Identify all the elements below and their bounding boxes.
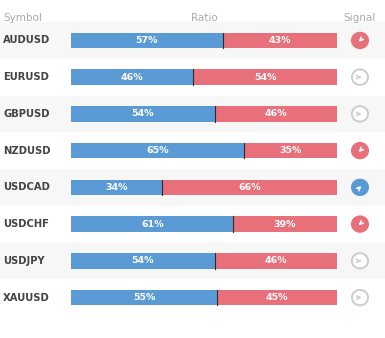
Text: 46%: 46% [264, 256, 287, 265]
Text: 54%: 54% [132, 110, 154, 118]
Text: USDCAD: USDCAD [3, 183, 50, 192]
Bar [71, 180, 162, 195]
Bar [0, 22, 385, 59]
Bar [223, 33, 337, 48]
Text: 57%: 57% [136, 36, 158, 45]
Bar [0, 59, 385, 96]
Text: AUDUSD: AUDUSD [3, 35, 50, 45]
Text: 55%: 55% [133, 293, 156, 302]
Text: 46%: 46% [121, 73, 144, 82]
Bar [0, 242, 385, 279]
Text: EURUSD: EURUSD [3, 72, 49, 82]
Circle shape [352, 216, 368, 232]
Bar [71, 106, 215, 122]
Text: 61%: 61% [141, 220, 164, 228]
Text: XAUUSD: XAUUSD [3, 293, 50, 303]
Circle shape [352, 33, 368, 48]
Text: GBPUSD: GBPUSD [3, 109, 50, 119]
Circle shape [352, 106, 368, 122]
Bar [215, 106, 337, 122]
Circle shape [352, 253, 368, 269]
Circle shape [352, 69, 368, 85]
Bar [0, 206, 385, 242]
Text: 39%: 39% [274, 220, 296, 228]
Bar [71, 253, 215, 269]
Bar [217, 290, 337, 305]
Text: 34%: 34% [105, 183, 128, 192]
Bar [71, 290, 218, 305]
Text: 35%: 35% [279, 146, 301, 155]
Text: Symbol: Symbol [3, 14, 42, 23]
Text: 54%: 54% [254, 73, 276, 82]
Bar [193, 69, 337, 85]
Text: 66%: 66% [238, 183, 261, 192]
Bar [0, 169, 385, 206]
Text: Ratio: Ratio [191, 14, 218, 23]
Circle shape [352, 143, 368, 158]
Bar [244, 143, 337, 158]
Circle shape [352, 180, 368, 195]
Bar [71, 69, 193, 85]
Text: Signal: Signal [344, 14, 376, 23]
Text: 65%: 65% [146, 146, 169, 155]
Bar [71, 143, 244, 158]
Bar [71, 216, 233, 232]
Text: USDJPY: USDJPY [3, 256, 45, 266]
Bar [0, 132, 385, 169]
Circle shape [352, 290, 368, 305]
Text: 46%: 46% [264, 110, 287, 118]
Bar [0, 96, 385, 132]
Bar [233, 216, 337, 232]
Text: NZDUSD: NZDUSD [3, 146, 50, 155]
Text: 43%: 43% [268, 36, 291, 45]
Bar [162, 180, 337, 195]
Text: USDCHF: USDCHF [3, 219, 49, 229]
Text: 45%: 45% [266, 293, 288, 302]
Text: 54%: 54% [132, 256, 154, 265]
Bar [0, 279, 385, 316]
Bar [215, 253, 337, 269]
Bar [71, 33, 223, 48]
